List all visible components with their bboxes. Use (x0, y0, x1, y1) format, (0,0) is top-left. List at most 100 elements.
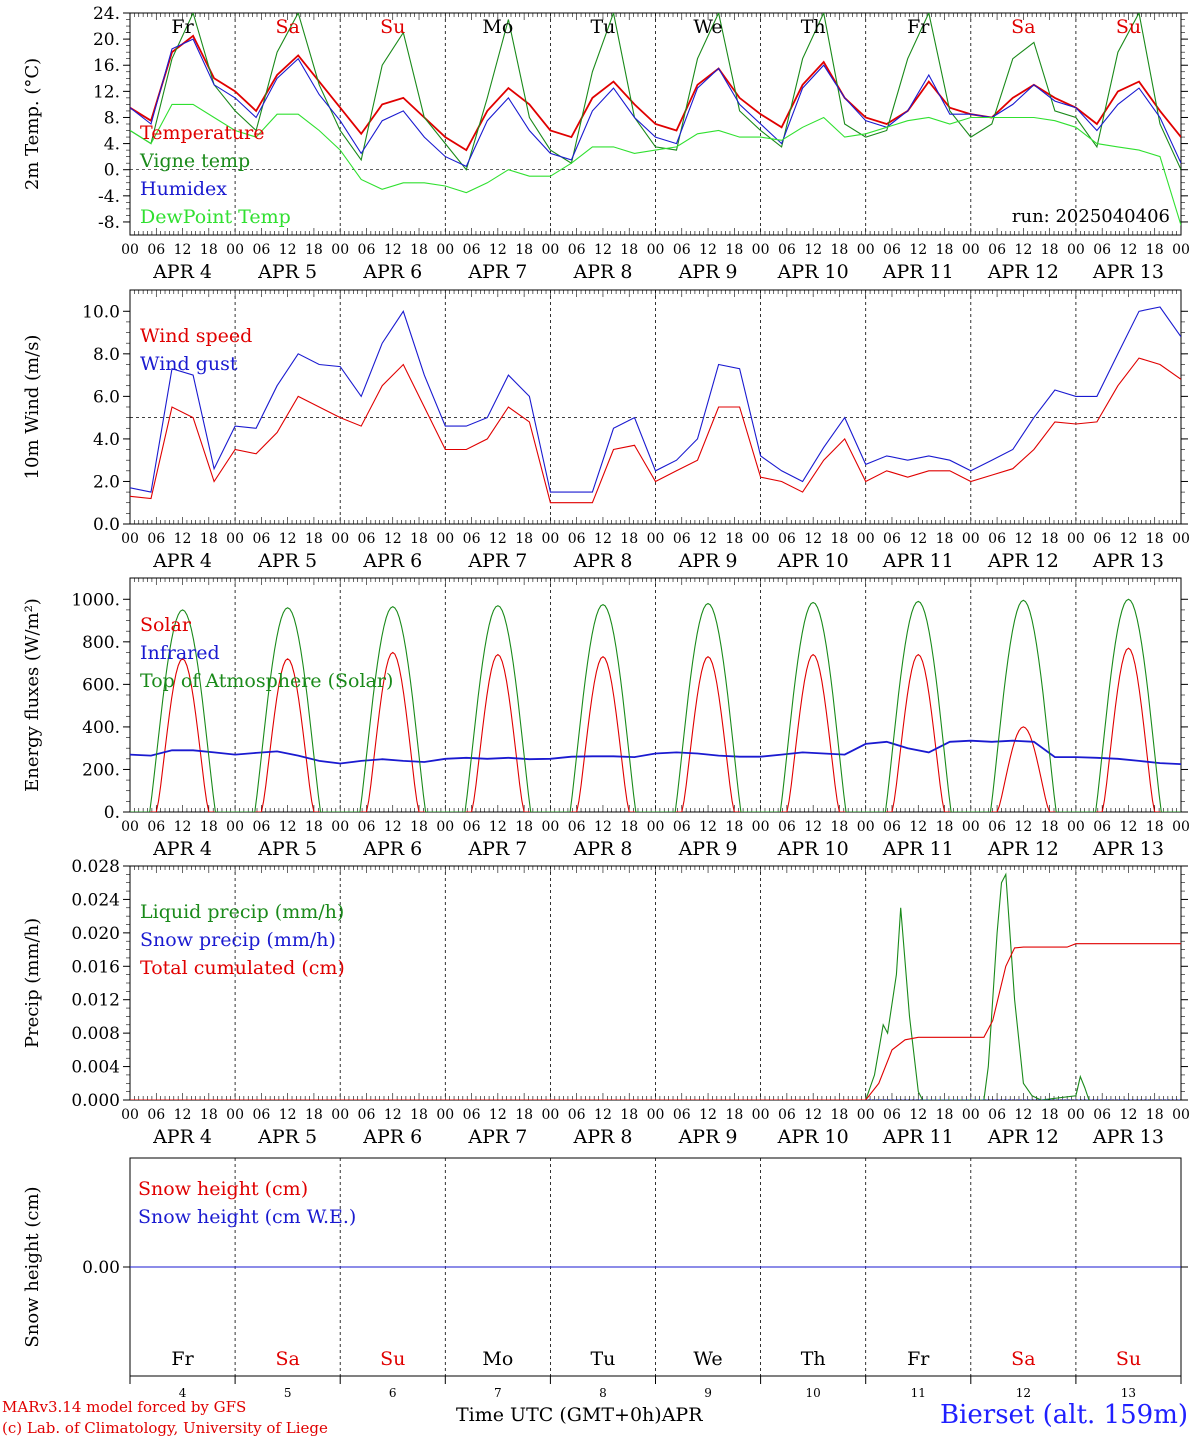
series-line-infrared (130, 739, 1181, 765)
hour-label: 18 (831, 531, 849, 547)
plot-area (130, 306, 1181, 504)
hour-label: 18 (725, 242, 743, 258)
day-name-bottom: We (693, 1348, 722, 1370)
date-label: APR 7 (467, 550, 527, 572)
hour-label: 00 (226, 1107, 244, 1123)
y-tick-label: 400. (82, 718, 120, 738)
hour-label: 06 (883, 1107, 901, 1123)
series-line-liquid-precip-mm-h- (865, 872, 1090, 1100)
hour-label: 12 (279, 819, 297, 835)
day-number: 12 (1016, 1386, 1031, 1400)
hour-label: 12 (699, 1107, 717, 1123)
date-label: APR 11 (882, 838, 954, 860)
hour-label: 06 (252, 531, 270, 547)
time-axis-title: Time UTC (GMT+0h)APR (456, 1404, 703, 1426)
day-name-top: Sa (275, 16, 299, 38)
date-label: APR 9 (678, 261, 738, 283)
legend-label: Top of Atmosphere (Solar) (140, 670, 393, 692)
hour-label: 00 (541, 1107, 559, 1123)
hour-label: 12 (594, 1107, 612, 1123)
y-tick-label: -4. (98, 187, 120, 207)
hour-label: 06 (252, 242, 270, 258)
hour-label: 06 (358, 531, 376, 547)
hour-label: 00 (857, 242, 875, 258)
hour-label: 00 (331, 1107, 349, 1123)
hour-label: 06 (883, 819, 901, 835)
hour-label: 00 (962, 242, 980, 258)
y-tick-label: 4. (104, 135, 120, 155)
station-label: Bierset (alt. 159m) (939, 1400, 1188, 1430)
hour-label: 06 (147, 819, 165, 835)
day-name-bottom: Sa (1011, 1348, 1035, 1370)
day-name-top: We (693, 16, 722, 38)
hour-label: 06 (883, 531, 901, 547)
date-label: APR 12 (987, 838, 1059, 860)
legend-label: Snow precip (mm/h) (140, 929, 336, 951)
hour-label: 12 (699, 819, 717, 835)
hour-label: 12 (594, 531, 612, 547)
y-tick-label: 0. (104, 161, 120, 181)
hour-label: 06 (1093, 242, 1111, 258)
hour-label: 12 (174, 531, 192, 547)
date-label: APR 4 (152, 261, 212, 283)
legend-label: Infrared (140, 642, 220, 664)
hour-label: 12 (804, 242, 822, 258)
hour-label: 18 (620, 1107, 638, 1123)
day-name-top: Su (1116, 16, 1141, 38)
day-name-top: Su (380, 16, 405, 38)
date-label: APR 12 (987, 550, 1059, 572)
series-line-dewpoint-temp (130, 103, 1181, 226)
date-label: APR 7 (467, 1126, 527, 1148)
y-tick-label: 0.008 (71, 1024, 120, 1044)
legend-label: Snow height (cm) (138, 1178, 308, 1200)
hour-label: 12 (909, 531, 927, 547)
hour-label: 06 (568, 242, 586, 258)
hour-label: 06 (673, 819, 691, 835)
hour-label: 00 (121, 242, 139, 258)
hour-label: 00 (541, 819, 559, 835)
hour-label: 00 (331, 531, 349, 547)
y-tick-label: 0.004 (71, 1058, 120, 1078)
date-label: APR 13 (1092, 261, 1164, 283)
hour-label: 00 (1172, 819, 1190, 835)
y-tick-label: 12. (93, 82, 120, 102)
hour-label: 06 (883, 242, 901, 258)
legend-label: Wind gust (140, 353, 238, 375)
hour-label: 18 (725, 819, 743, 835)
hour-label: 06 (988, 819, 1006, 835)
hour-label: 12 (1014, 531, 1032, 547)
date-label: APR 10 (777, 838, 849, 860)
model-credit: MARv3.14 model forced by GFS (2, 1398, 247, 1416)
hour-label: 00 (857, 1107, 875, 1123)
hour-label: 00 (121, 819, 139, 835)
day-name-top: Fr (171, 16, 194, 38)
day-name-bottom: Th (801, 1348, 826, 1370)
panel-2: 0.0 2.0 4.0 6.0 8.0 10.0 10m Wind (m/s) Wind sp… (22, 289, 1190, 572)
hour-label: 12 (1120, 531, 1138, 547)
hour-label: 00 (331, 242, 349, 258)
day-number: 8 (599, 1386, 607, 1400)
hour-label: 18 (305, 819, 323, 835)
y-tick-label: 200. (82, 760, 120, 780)
hour-label: 06 (463, 531, 481, 547)
hour-label: 12 (1120, 242, 1138, 258)
hour-label: 06 (463, 819, 481, 835)
hour-label: 18 (831, 819, 849, 835)
legend-label: Snow height (cm W.E.) (138, 1206, 356, 1228)
series-line-temperature (130, 34, 1181, 152)
date-label: APR 7 (467, 838, 527, 860)
hour-label: 06 (358, 819, 376, 835)
hour-label: 18 (200, 242, 218, 258)
y-tick-label: 6.0 (93, 387, 120, 407)
date-label: APR 4 (152, 1126, 212, 1148)
date-label: APR 8 (572, 838, 632, 860)
series-line-wind-speed (130, 357, 1181, 504)
hour-label: 18 (936, 531, 954, 547)
hour-label: 00 (752, 531, 770, 547)
series-line-wind-gust (130, 306, 1181, 493)
hour-label: 12 (384, 819, 402, 835)
day-number: 5 (284, 1386, 292, 1400)
hour-label: 06 (673, 1107, 691, 1123)
legend-label: DewPoint Temp (140, 206, 291, 228)
date-label: APR 6 (362, 838, 422, 860)
